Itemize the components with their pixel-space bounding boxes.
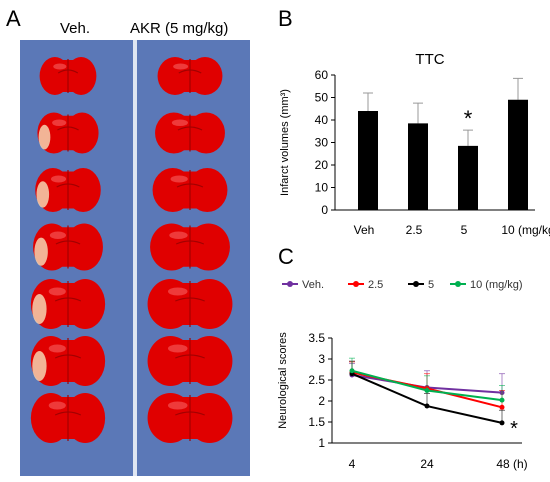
brain-slice [147, 279, 233, 329]
group-label-akr: AKR (5 mg/kg) [130, 20, 229, 37]
brain-slice [157, 57, 223, 95]
x-tick-label: 48 (h) [496, 457, 527, 471]
bar [508, 99, 528, 210]
svg-text:Veh.: Veh. [302, 279, 324, 291]
data-point [499, 397, 505, 403]
y-axis-label: Infarct volumes (mm³) [279, 89, 291, 196]
brain-slice [30, 393, 106, 443]
data-point [424, 388, 430, 393]
y-tick-label: 2 [318, 394, 325, 408]
data-point [349, 368, 355, 374]
significance-marker: * [464, 106, 473, 131]
neurological-score-line-chart: Veh. 2.5 5 10 (mg/kg) Neurological scores 1 1.… [277, 279, 528, 471]
brain-slice [37, 112, 99, 154]
panel-label-b: B [278, 6, 293, 31]
x-tick-label: Veh [354, 223, 375, 237]
data-point [424, 403, 430, 409]
y-tick-label: 0 [321, 203, 328, 217]
x-tick-label: 24 [420, 457, 434, 471]
y-tick-label: 3.5 [308, 331, 325, 345]
svg-text:10 (mg/kg): 10 (mg/kg) [470, 279, 523, 291]
x-tick-label: 5 [461, 223, 468, 237]
brain-slice [155, 112, 225, 154]
data-point [499, 420, 505, 426]
brain-slice [30, 279, 106, 329]
y-tick-label: 60 [315, 68, 329, 82]
y-axis-label: Neurological scores [277, 332, 289, 429]
brain-slice [33, 223, 103, 271]
significance-marker: * [510, 418, 518, 440]
bar [408, 123, 428, 210]
y-tick-label: 20 [315, 158, 329, 172]
legend-item: 10 (mg/kg) [450, 279, 523, 291]
brain-slice [35, 168, 101, 212]
photo-divider [133, 40, 137, 476]
brain-slice [147, 393, 233, 443]
brain-slice [152, 168, 228, 212]
legend-item: 2.5 [348, 279, 383, 291]
data-point [499, 404, 505, 410]
y-tick-label: 3 [318, 352, 325, 366]
y-tick-label: 1 [318, 436, 325, 450]
panel-label-a: A [6, 6, 21, 31]
group-label-vehicle: Veh. [60, 20, 91, 37]
y-tick-label: 10 [315, 181, 329, 195]
y-tick-label: 40 [315, 113, 329, 127]
brain-slice [39, 57, 97, 95]
bar [358, 111, 378, 210]
legend-item: 5 [408, 279, 434, 291]
svg-text:2.5: 2.5 [368, 279, 383, 291]
x-tick-label: 4 [349, 457, 356, 471]
y-tick-label: 2.5 [308, 373, 325, 387]
x-tick-label: 10 (mg/kg) [501, 223, 550, 237]
y-tick-label: 1.5 [308, 415, 325, 429]
bar [458, 145, 478, 210]
brain-slice [30, 336, 106, 386]
y-tick-label: 30 [315, 136, 329, 150]
legend-item: Veh. [282, 279, 324, 291]
chart-title: TTC [415, 51, 444, 68]
x-tick-label: 2.5 [406, 223, 423, 237]
svg-text:5: 5 [428, 279, 434, 291]
infarct-volume-bar-chart: TTC Infarct volumes (mm³) 0 10 20 30 40 50 60 Veh… [279, 51, 550, 237]
brain-slice [147, 336, 233, 386]
panel-label-c: C [278, 244, 294, 269]
brain-slice [150, 223, 230, 271]
series-line [349, 357, 505, 403]
brain-slices-photo [20, 40, 250, 476]
y-tick-label: 50 [315, 91, 329, 105]
